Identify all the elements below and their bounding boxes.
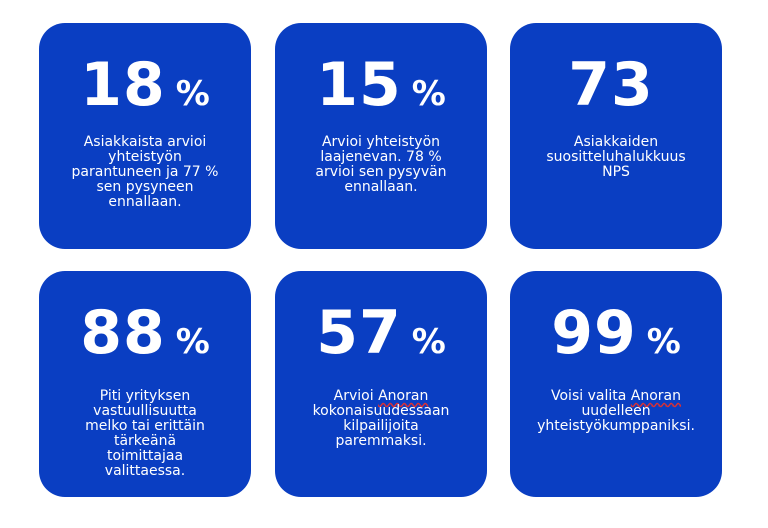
- stat-description: Asiakkaiden suositteluhalukkuus NPS: [546, 134, 686, 180]
- stat-description: Arvioi Anoran kokonaisuudessaan kilpaili…: [293, 389, 469, 449]
- stat-description: Piti yrityksen vastuullisuutta melko tai…: [85, 388, 205, 479]
- stat-card-4: 88 % Piti yrityksen vastuullisuutta melk…: [39, 271, 251, 497]
- description-lead: Voisi valita: [551, 388, 631, 404]
- stat-value: 18: [80, 50, 166, 120]
- stat-value: 88: [80, 298, 166, 368]
- stat-card-5: 57 % Arvioi Anoran kokonaisuudessaan kil…: [275, 271, 487, 497]
- stat-unit: %: [411, 322, 446, 362]
- stat-unit: %: [646, 322, 681, 362]
- stat-unit: %: [175, 322, 210, 362]
- stat-card-2: 15 % Arvioi yhteistyön laajenevan. 78 % …: [275, 23, 487, 249]
- stat-value: 73: [568, 50, 654, 120]
- brand-name: Anoran: [630, 388, 681, 404]
- stat-value: 99: [551, 298, 637, 368]
- stat-unit: %: [175, 74, 210, 114]
- stat-card-3: 73 Asiakkaiden suositteluhalukkuus NPS: [510, 23, 722, 249]
- description-rest: uudelleen yhteistyökumppaniksi.: [537, 403, 695, 434]
- stat-figure: 88 %: [39, 303, 251, 363]
- stat-figure: 99 %: [510, 303, 722, 363]
- brand-name: Anoran: [378, 388, 429, 404]
- stat-value: 57: [316, 298, 402, 368]
- stat-description: Voisi valita Anoran uudelleen yhteistyök…: [528, 389, 704, 434]
- description-lead: Arvioi: [333, 388, 379, 404]
- stat-figure: 18 %: [39, 55, 251, 115]
- description-rest: kokonaisuudessaan kilpailijoita paremmak…: [312, 403, 450, 449]
- stat-card-1: 18 % Asiakkaista arvioi yhteistyön paran…: [39, 23, 251, 249]
- stat-card-6: 99 % Voisi valita Anoran uudelleen yhtei…: [510, 271, 722, 497]
- stat-value: 15: [316, 50, 402, 120]
- stat-description: Asiakkaista arvioi yhteistyön parantunee…: [71, 134, 219, 210]
- stat-figure: 15 %: [275, 55, 487, 115]
- stat-unit: %: [411, 74, 446, 114]
- stat-description: Arvioi yhteistyön laajenevan. 78 % arvio…: [315, 134, 447, 195]
- stat-figure: 73: [510, 55, 722, 115]
- stat-figure: 57 %: [275, 303, 487, 363]
